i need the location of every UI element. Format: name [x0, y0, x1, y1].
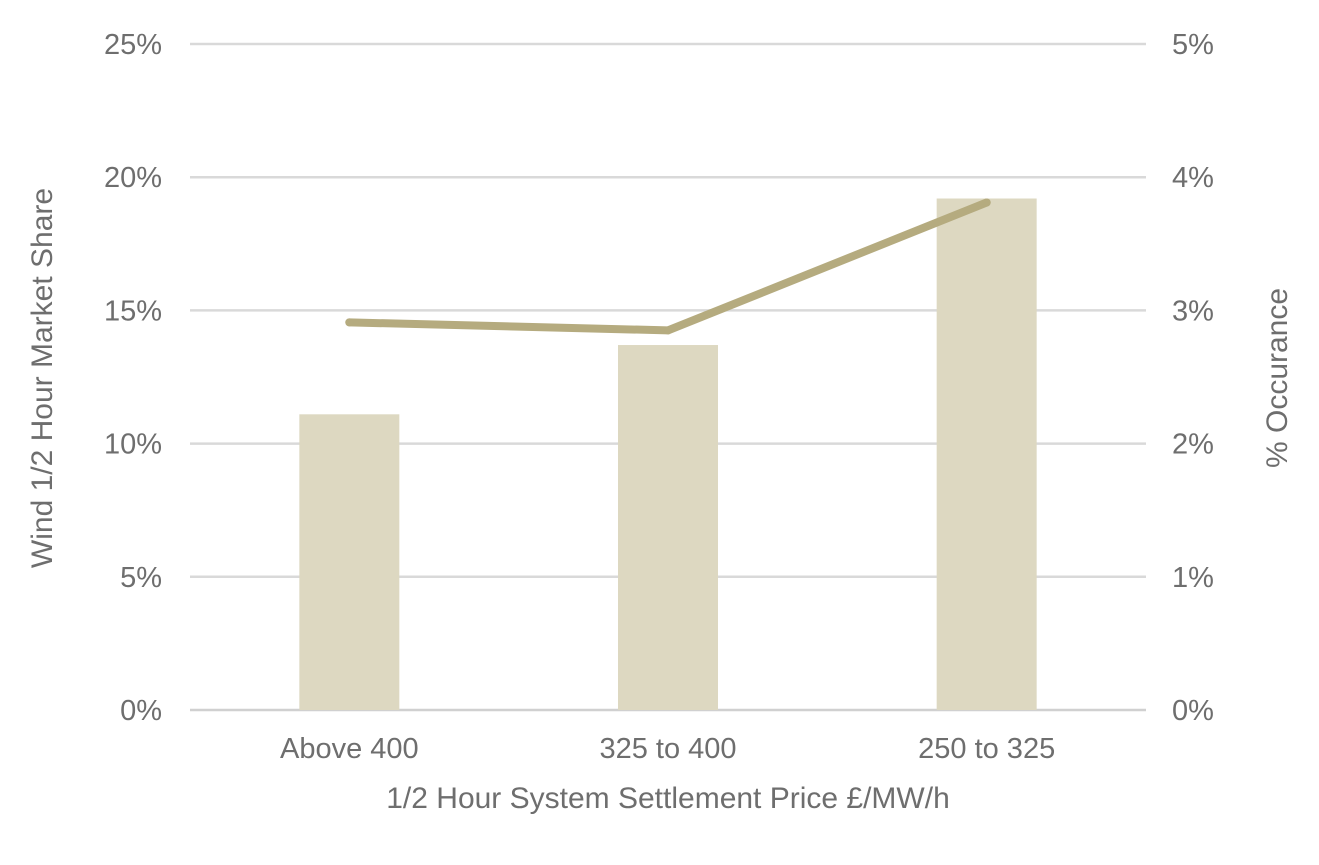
y-axis-left: 0% 5% 10% 15% 20% 25% — [104, 29, 162, 727]
y2-tick-label: 1% — [1172, 562, 1214, 594]
x-axis: Above 400 325 to 400 250 to 325 — [280, 733, 1055, 765]
line-point — [664, 326, 672, 335]
x-axis-title: 1/2 Hour System Settlement Price £/MW/h — [386, 782, 950, 815]
y-tick-label: 5% — [120, 562, 162, 594]
x-tick-label: 250 to 325 — [918, 733, 1055, 765]
x-tick-label: 325 to 400 — [599, 733, 736, 765]
y-axis-right: 0% 1% 2% 3% 4% 5% — [1172, 29, 1214, 727]
y2-tick-label: 2% — [1172, 429, 1214, 461]
bar — [936, 198, 1037, 710]
line-point — [345, 318, 354, 327]
y-tick-label: 15% — [104, 295, 162, 327]
bar — [299, 414, 400, 710]
y-axis-right-title: % Occurance — [1261, 288, 1294, 468]
x-tick-label: Above 400 — [280, 733, 419, 765]
y-tick-label: 20% — [104, 162, 162, 194]
bar — [618, 345, 718, 710]
line-point — [982, 198, 991, 207]
bar-series — [299, 198, 1037, 710]
y2-tick-label: 0% — [1172, 695, 1214, 727]
y2-tick-label: 5% — [1172, 29, 1214, 61]
y-tick-label: 10% — [104, 429, 162, 461]
line-series — [345, 198, 991, 335]
y-axis-left-title: Wind 1/2 Hour Market Share — [26, 188, 59, 568]
y-tick-label: 25% — [104, 29, 162, 61]
y-tick-label: 0% — [120, 695, 162, 727]
y2-tick-label: 3% — [1172, 295, 1214, 327]
y2-tick-label: 4% — [1172, 162, 1214, 194]
